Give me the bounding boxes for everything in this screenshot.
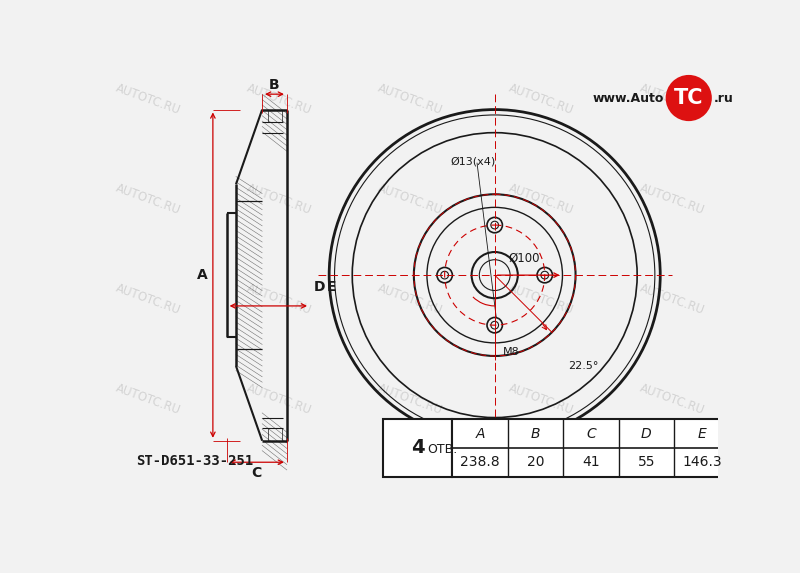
Text: 146.3: 146.3	[682, 456, 722, 469]
Text: E: E	[326, 280, 336, 294]
Text: www.Auto: www.Auto	[593, 92, 664, 104]
Circle shape	[666, 75, 712, 121]
Text: ОТВ.: ОТВ.	[427, 443, 457, 456]
Text: B: B	[269, 78, 280, 92]
Text: 238.8: 238.8	[460, 456, 500, 469]
Text: AUTOTC.RU: AUTOTC.RU	[638, 282, 706, 317]
Text: AUTOTC.RU: AUTOTC.RU	[114, 182, 182, 217]
Text: AUTOTC.RU: AUTOTC.RU	[245, 182, 314, 217]
Bar	[452, 419, 730, 477]
Text: .ru: .ru	[714, 92, 733, 104]
Text: AUTOTC.RU: AUTOTC.RU	[376, 282, 444, 317]
Text: AUTOTC.RU: AUTOTC.RU	[114, 82, 182, 117]
Bar	[383, 419, 452, 477]
Text: AUTOTC.RU: AUTOTC.RU	[638, 382, 706, 418]
Text: TC: TC	[674, 88, 703, 108]
Text: 41: 41	[582, 456, 600, 469]
Text: AUTOTC.RU: AUTOTC.RU	[506, 82, 575, 117]
Text: 4: 4	[411, 438, 425, 457]
Text: AUTOTC.RU: AUTOTC.RU	[245, 382, 314, 418]
Text: AUTOTC.RU: AUTOTC.RU	[376, 382, 444, 418]
Text: AUTOTC.RU: AUTOTC.RU	[245, 282, 314, 317]
Text: A: A	[197, 268, 207, 282]
Text: B: B	[530, 426, 540, 441]
Text: AUTOTC.RU: AUTOTC.RU	[506, 182, 575, 217]
Text: AUTOTC.RU: AUTOTC.RU	[114, 382, 182, 418]
Text: D: D	[641, 426, 652, 441]
Text: AUTOTC.RU: AUTOTC.RU	[638, 82, 706, 117]
Text: C: C	[252, 466, 262, 480]
Text: Ø13(x4): Ø13(x4)	[450, 156, 495, 166]
Text: E: E	[698, 426, 706, 441]
Text: M8: M8	[502, 347, 519, 357]
Text: AUTOTC.RU: AUTOTC.RU	[376, 182, 444, 217]
Text: D: D	[314, 280, 325, 294]
Text: C: C	[586, 426, 596, 441]
Text: 20: 20	[526, 456, 544, 469]
Text: AUTOTC.RU: AUTOTC.RU	[506, 282, 575, 317]
Text: 22.5°: 22.5°	[568, 361, 598, 371]
Text: 55: 55	[638, 456, 655, 469]
Text: Ø100: Ø100	[509, 252, 540, 265]
Text: AUTOTC.RU: AUTOTC.RU	[245, 82, 314, 117]
Text: AUTOTC.RU: AUTOTC.RU	[506, 382, 575, 418]
Text: AUTOTC.RU: AUTOTC.RU	[638, 182, 706, 217]
Text: ST-D651-33-251: ST-D651-33-251	[136, 454, 253, 469]
Text: A: A	[475, 426, 485, 441]
Text: AUTOTC.RU: AUTOTC.RU	[114, 282, 182, 317]
Text: AUTOTC.RU: AUTOTC.RU	[376, 82, 444, 117]
